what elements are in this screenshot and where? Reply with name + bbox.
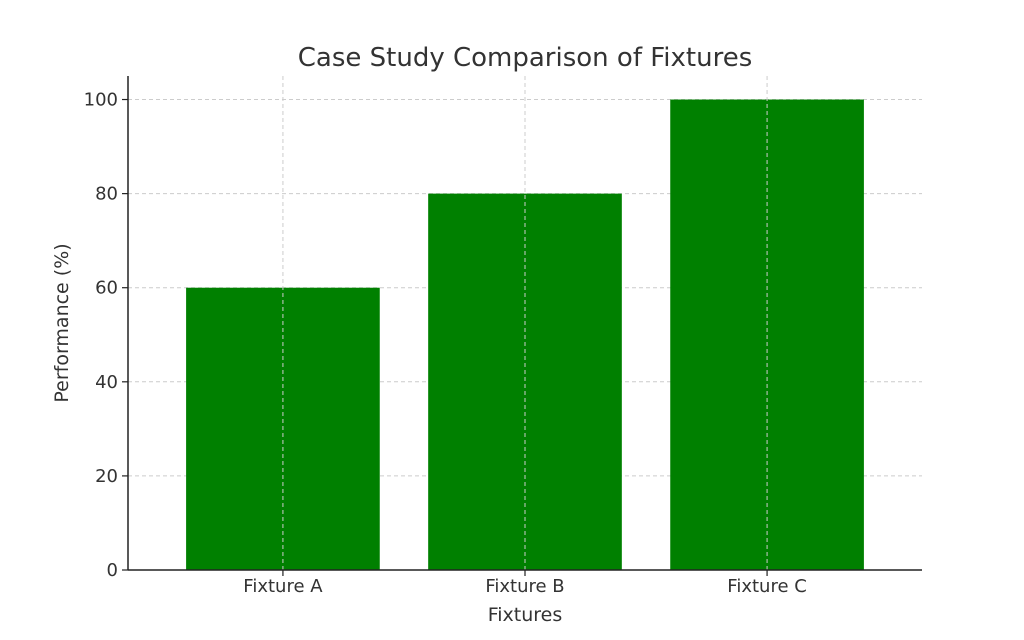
chart-title: Case Study Comparison of Fixtures [298,43,753,73]
x-tick-label: Fixture C [727,576,807,597]
y-tick-label: 80 [95,184,118,205]
x-tick-label: Fixture B [485,576,564,597]
bar [428,193,622,570]
y-tick-label: 100 [84,90,118,111]
vertical-grid [282,76,768,570]
y-tick-label: 20 [95,466,118,487]
ticks: 0 20 40 60 80 100 Fixture A Fixture B Fixture C [84,90,807,597]
x-tick-label: Fixture A [243,576,323,597]
y-tick-label: 0 [107,560,118,581]
y-axis-label: Performance (%) [51,243,73,402]
y-tick-label: 40 [95,372,118,393]
x-axis-label: Fixtures [488,604,563,626]
y-tick-label: 60 [95,278,118,299]
